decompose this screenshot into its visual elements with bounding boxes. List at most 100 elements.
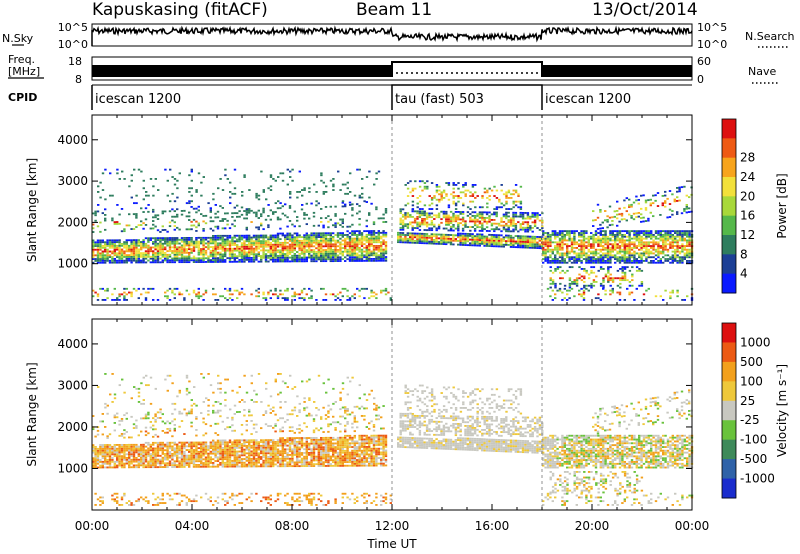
power-cell [609,277,612,280]
power-cell [214,235,217,237]
power-cell [320,237,323,240]
power-cell [125,239,128,242]
power-cell [438,198,441,201]
power-cell [633,247,636,249]
power-cell [421,223,424,226]
power-cell [370,258,373,260]
power-cell [571,266,574,269]
power-cell [614,230,617,233]
power-cell [654,254,658,257]
power-cell [425,238,429,241]
power-cell [619,282,622,285]
power-cell [406,182,410,184]
power-cell [411,210,414,213]
power-cell [485,241,489,244]
power-cell [616,239,619,242]
power-cell [152,252,155,254]
power-cell [267,260,270,263]
power-cell [176,287,179,290]
power-cell [606,219,609,221]
power-cell [502,240,505,242]
power-cell [183,244,186,247]
power-cell [144,250,148,253]
power-cell [621,248,624,251]
power-cell [621,275,624,278]
power-cell [640,269,644,272]
power-cell [556,289,559,292]
power-cell [657,250,660,253]
velocity-cell [190,441,193,444]
power-cell [435,233,438,236]
power-cell [382,259,385,262]
power-cell [212,240,215,243]
power-cell [368,297,371,300]
power-cell [197,224,200,227]
power-cell [428,242,431,245]
power-cell [142,227,145,230]
power-cell [190,187,193,190]
power-cell [602,277,605,280]
power-cell [559,271,562,274]
velocity-cell [180,441,184,444]
power-cell [664,248,667,251]
power-cell [628,291,631,294]
power-cell [430,223,434,226]
power-cell [590,243,593,246]
power-cell [681,261,684,264]
power-cell [505,236,508,239]
power-cell [628,235,631,238]
power-cell [471,185,475,188]
power-cell [531,246,534,249]
velocity-cell [190,456,193,459]
velocity-cell [188,458,191,461]
power-cell [561,254,564,257]
power-cell [423,210,426,213]
velocity-cell [137,447,140,450]
power-cell [466,236,469,239]
power-cell [248,242,251,245]
power-cell [269,243,272,246]
power-cell [671,239,674,242]
power-cell [481,235,484,238]
power-cell [524,244,527,247]
power-cell [454,195,458,197]
power-cell [531,239,534,242]
power-cell [310,241,313,244]
power-cell [524,226,527,229]
power-cell [228,297,232,300]
power-cell [650,250,653,253]
power-cell [188,246,191,249]
power-cell [375,206,378,209]
power-cell [609,243,612,246]
velocity-cell [116,457,119,459]
power-cell [440,221,443,224]
power-cell [365,225,368,228]
power-cell [238,234,241,237]
velocity-cell [197,458,200,461]
power-cell [284,260,287,263]
power-cell [276,218,280,221]
power-cell [590,260,593,262]
power-cell [626,243,629,246]
power-cell [507,211,510,214]
power-cell [276,255,280,257]
power-cell [604,256,607,259]
power-cell [611,256,614,259]
power-cell [99,221,102,224]
power-cell [185,250,188,252]
power-cell [613,210,616,213]
velocity-cell [128,466,131,469]
velocity-cell [183,456,186,459]
power-cell [228,234,232,237]
power-cell [416,238,419,241]
velocity-cell [202,450,205,453]
power-cell [573,247,576,249]
velocity-cell [99,447,102,450]
power-cell [568,284,572,287]
power-cell [353,230,356,233]
power-cell [161,261,164,264]
power-cell [590,269,593,272]
power-cell [370,241,373,244]
power-cell [644,207,648,209]
velocity-cell [104,447,107,450]
